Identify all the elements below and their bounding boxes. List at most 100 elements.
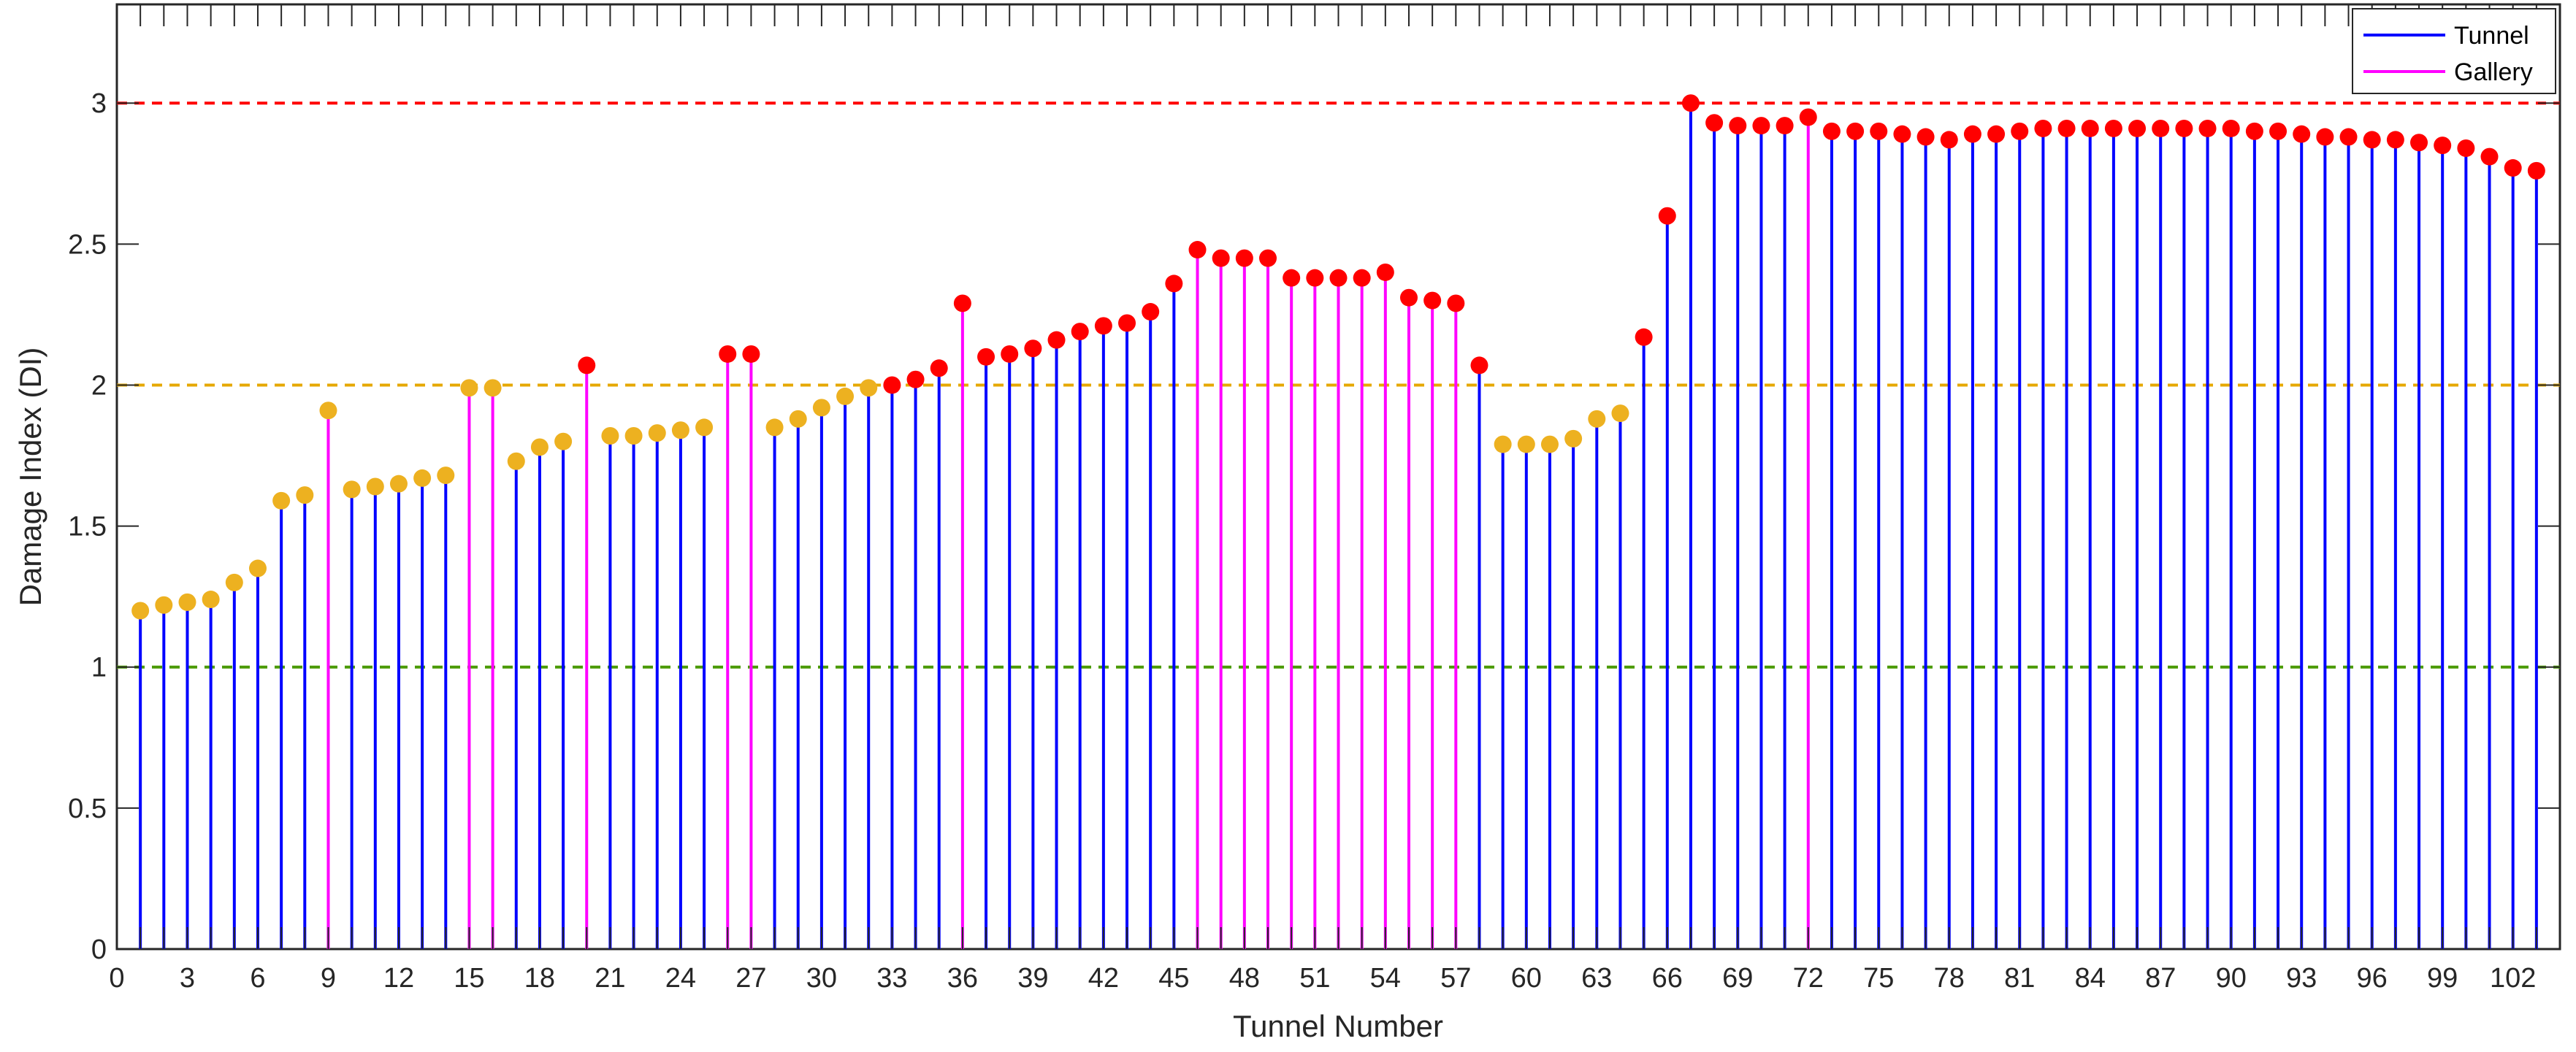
x-axis-title: Tunnel Number (1233, 1009, 1443, 1043)
y-tick-label-3: 1.5 (68, 512, 107, 542)
marker-20 (578, 356, 595, 374)
marker-21 (601, 427, 619, 445)
marker-10 (343, 480, 361, 498)
marker-56 (1423, 292, 1441, 310)
x-tick-label-54: 54 (1370, 963, 1401, 994)
x-tick-label-96: 96 (2357, 963, 2388, 994)
x-tick-label-102: 102 (2490, 963, 2536, 994)
marker-46 (1189, 241, 1207, 258)
marker-3 (178, 594, 196, 611)
marker-76 (1893, 126, 1911, 143)
marker-64 (1611, 404, 1629, 422)
x-tick-label-51: 51 (1299, 963, 1330, 994)
marker-54 (1377, 264, 1394, 281)
marker-52 (1330, 269, 1348, 287)
marker-59 (1494, 436, 1512, 453)
x-tick-label-66: 66 (1652, 963, 1683, 994)
marker-4 (202, 591, 220, 608)
x-tick-label-12: 12 (383, 963, 414, 994)
marker-25 (695, 418, 713, 436)
marker-43 (1118, 314, 1136, 331)
x-tick-label-9: 9 (321, 963, 336, 994)
marker-99 (2434, 137, 2451, 154)
marker-73 (1823, 123, 1841, 140)
marker-27 (742, 345, 760, 363)
x-tick-label-99: 99 (2427, 963, 2458, 994)
marker-11 (367, 478, 384, 496)
marker-8 (296, 486, 313, 504)
x-tick-label-39: 39 (1017, 963, 1048, 994)
x-tick-label-84: 84 (2075, 963, 2106, 994)
x-tick-label-27: 27 (735, 963, 766, 994)
marker-16 (484, 379, 502, 396)
marker-60 (1518, 436, 1535, 453)
marker-67 (1682, 94, 1700, 112)
marker-70 (1752, 117, 1770, 134)
marker-40 (1048, 331, 1066, 349)
x-tick-label-33: 33 (876, 963, 907, 994)
marker-66 (1659, 207, 1676, 225)
marker-78 (1941, 131, 1958, 148)
marker-55 (1400, 289, 1418, 307)
marker-38 (1001, 345, 1018, 363)
marker-19 (554, 433, 572, 450)
x-tick-label-87: 87 (2145, 963, 2176, 994)
x-tick-label-24: 24 (665, 963, 696, 994)
marker-26 (719, 345, 736, 363)
marker-82 (2034, 120, 2052, 137)
marker-79 (1964, 126, 1981, 143)
y-tick-label-0: 0 (91, 934, 107, 965)
marker-22 (625, 427, 643, 445)
x-tick-label-36: 36 (947, 963, 978, 994)
x-tick-label-15: 15 (454, 963, 484, 994)
marker-28 (766, 418, 784, 436)
y-tick-label-5: 2.5 (68, 229, 107, 260)
marker-103 (2528, 162, 2545, 180)
marker-92 (2269, 123, 2287, 140)
marker-63 (1588, 410, 1605, 428)
marker-72 (1800, 109, 1817, 126)
marker-86 (2128, 120, 2146, 137)
x-tick-label-21: 21 (595, 963, 625, 994)
x-tick-label-63: 63 (1581, 963, 1612, 994)
marker-18 (531, 438, 549, 456)
marker-39 (1024, 339, 1042, 357)
marker-87 (2152, 120, 2169, 137)
marker-9 (319, 402, 337, 419)
marker-24 (672, 421, 689, 439)
marker-30 (813, 399, 830, 416)
y-tick-label-2: 1 (91, 653, 107, 683)
x-tick-label-75: 75 (1863, 963, 1894, 994)
x-tick-label-3: 3 (180, 963, 195, 994)
marker-71 (1776, 117, 1794, 134)
marker-77 (1917, 128, 1935, 146)
marker-83 (2058, 120, 2076, 137)
marker-29 (790, 410, 807, 428)
marker-33 (883, 376, 901, 393)
x-tick-label-48: 48 (1229, 963, 1260, 994)
marker-90 (2223, 120, 2240, 137)
x-tick-label-69: 69 (1722, 963, 1753, 994)
marker-37 (977, 348, 995, 366)
marker-5 (226, 574, 243, 591)
marker-15 (460, 379, 478, 396)
marker-7 (272, 492, 290, 510)
x-tick-label-57: 57 (1440, 963, 1471, 994)
marker-84 (2082, 120, 2099, 137)
y-axis-title: Damage Index (DI) (13, 348, 47, 607)
marker-1 (131, 602, 149, 619)
marker-85 (2105, 120, 2122, 137)
marker-17 (508, 453, 525, 470)
x-tick-label-45: 45 (1158, 963, 1189, 994)
marker-41 (1071, 323, 1089, 340)
marker-100 (2457, 139, 2474, 157)
marker-75 (1870, 123, 1887, 140)
marker-95 (2340, 128, 2358, 146)
marker-89 (2199, 120, 2217, 137)
marker-96 (2363, 131, 2381, 148)
marker-68 (1705, 114, 1723, 131)
marker-14 (437, 467, 454, 484)
marker-93 (2293, 126, 2310, 143)
marker-50 (1283, 269, 1300, 287)
